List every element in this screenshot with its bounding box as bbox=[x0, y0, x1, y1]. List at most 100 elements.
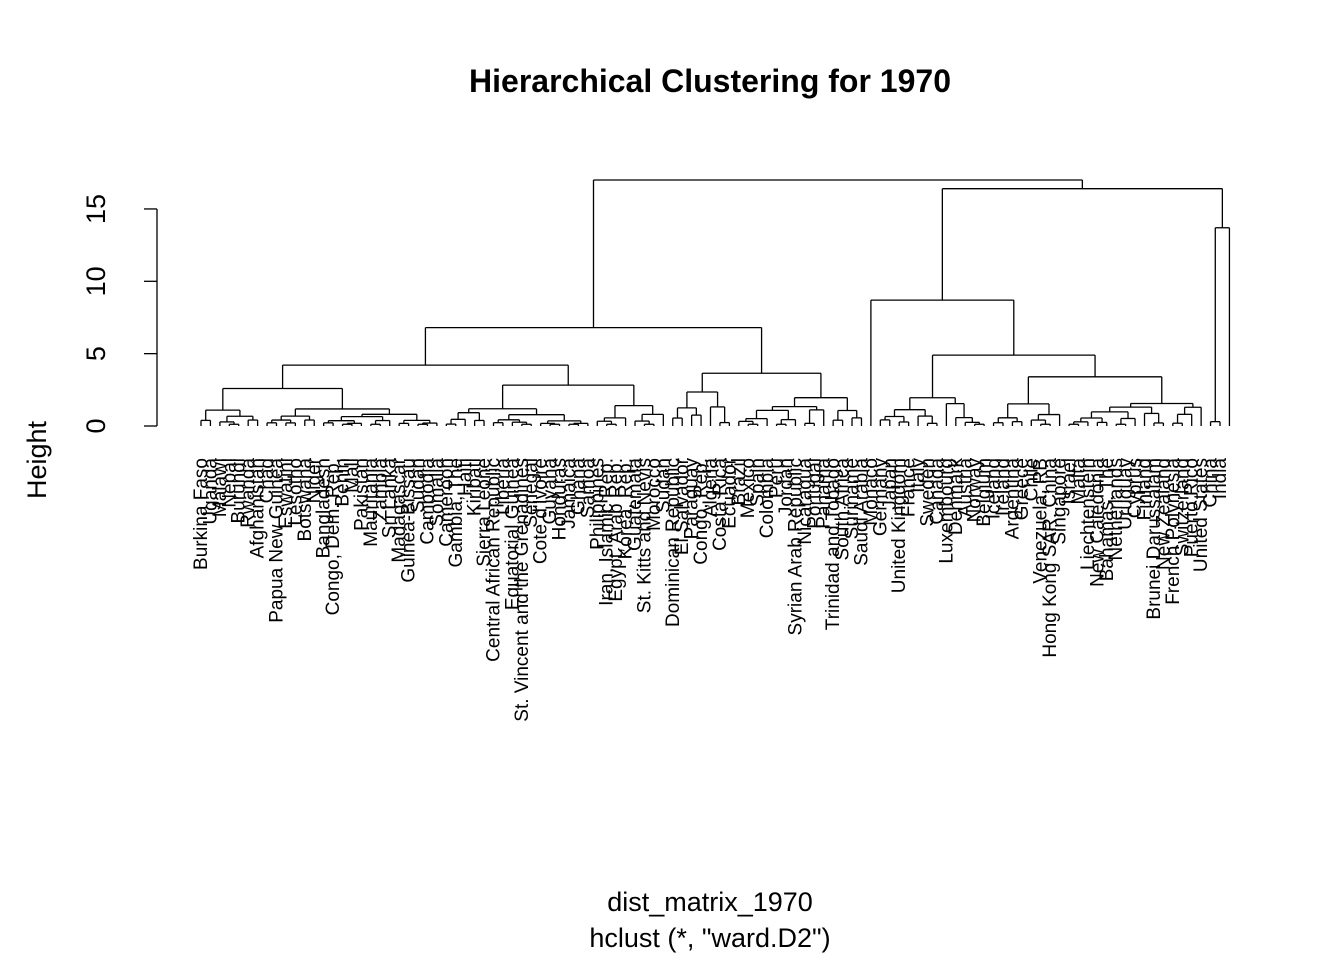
leaf-label: Senegal bbox=[521, 458, 542, 528]
leaf-label: Panama bbox=[814, 458, 835, 529]
leaf-label: Ecuador bbox=[719, 457, 740, 528]
leaf-label: Denmark bbox=[946, 458, 967, 536]
leaf-label: Morocco bbox=[644, 458, 665, 531]
leaf-label: Hong Kong SAR, China bbox=[1040, 458, 1061, 658]
leaf-label: Bahamas, The bbox=[1097, 458, 1118, 581]
leaf-label: France bbox=[899, 458, 920, 517]
leaf-label: Mali bbox=[342, 458, 363, 493]
leaf-label: Mexico bbox=[738, 458, 759, 518]
leaf-label: Germany bbox=[870, 458, 891, 537]
leaf-label: Iceland bbox=[984, 458, 1005, 519]
leaf-label: Syrian Arab Republic bbox=[785, 458, 806, 635]
y-tick-label: 5 bbox=[81, 346, 111, 361]
leaf-label: Jamaica bbox=[559, 458, 580, 529]
leaf-label: Cyprus bbox=[1125, 458, 1146, 518]
leaf-label: Brazil bbox=[729, 458, 750, 506]
leaf-label: Switzerland bbox=[1172, 458, 1193, 556]
leaf-label: Central African Republic bbox=[483, 458, 504, 662]
leaf-label: Argentina bbox=[1002, 458, 1023, 540]
leaf-label: Finland bbox=[1135, 458, 1156, 520]
leaf-label: Sudan bbox=[653, 458, 674, 513]
leaf-label: Gambia, The bbox=[446, 458, 467, 567]
leaf-label: Cameroon bbox=[436, 458, 457, 547]
leaf-label: Equatorial Guinea bbox=[502, 458, 523, 611]
leaf-label: Burkina Faso bbox=[191, 458, 212, 570]
leaf-label: Burundi bbox=[229, 458, 250, 524]
leaf-label: French Polynesia bbox=[1163, 458, 1184, 605]
leaf-label: Benin bbox=[333, 458, 354, 507]
leaf-label: Congo, Rep. bbox=[691, 458, 712, 565]
leaf-label: Sudan bbox=[408, 458, 429, 513]
method-subtitle: hclust (*, "ward.D2") bbox=[589, 923, 830, 953]
leaf-label: Liechtenstein bbox=[1078, 458, 1099, 570]
leaf-label: Suriname bbox=[842, 458, 863, 539]
leaf-label: Rwanda bbox=[238, 458, 259, 528]
leaf-label: Cambodia bbox=[417, 458, 438, 545]
leaf-label: Luxembourg bbox=[936, 458, 957, 564]
y-axis: 0 5 10 15 bbox=[81, 194, 158, 434]
leaf-label: Niger bbox=[304, 457, 325, 503]
leaf-label: Saudi Arabia bbox=[851, 458, 872, 566]
leaf-label: Austria bbox=[955, 458, 976, 518]
leaf-label: Puerto Rico bbox=[1182, 458, 1203, 557]
leaf-label: Eswatini bbox=[276, 458, 297, 529]
leaf-label: Botswana bbox=[295, 458, 316, 542]
leaf-label: Spain bbox=[748, 458, 769, 507]
leaf-label: Afghanistan bbox=[248, 458, 269, 558]
leaf-label: Madagascar bbox=[389, 457, 410, 562]
leaf-label: United Kingdom bbox=[889, 458, 910, 593]
leaf-label: Canada bbox=[927, 458, 948, 525]
leaf-label: Guinea-Bissau bbox=[399, 458, 420, 583]
leaf-label: Norway bbox=[965, 458, 986, 523]
leaf-label: Venezuela, RB bbox=[1031, 458, 1052, 584]
leaf-label: Malawi bbox=[210, 458, 231, 517]
leaf-label: Uruguay bbox=[1116, 458, 1137, 530]
leaf-label: Greece bbox=[1012, 458, 1033, 520]
leaf-label: Papua New Guinea bbox=[266, 458, 287, 623]
leaf-label: Mauritania bbox=[361, 458, 382, 547]
leaf-label: Samoa bbox=[578, 458, 599, 519]
leaf-label: Netherlands bbox=[1106, 458, 1127, 560]
leaf-label: Algeria bbox=[701, 458, 722, 518]
leaf-label: Monaco bbox=[861, 458, 882, 526]
leaf-label: Zambia bbox=[370, 458, 391, 522]
leaf-label: Uganda bbox=[200, 458, 221, 525]
leaf-label: Peru bbox=[767, 458, 788, 498]
leaf-label: Bangladesh bbox=[314, 458, 335, 558]
leaf-label: Nicaragua bbox=[795, 458, 816, 545]
leaf-label: Philippines bbox=[587, 458, 608, 550]
leaf-label: Haiti bbox=[455, 458, 476, 496]
leaf-label: India bbox=[1210, 458, 1231, 500]
leaf-label: Ghana bbox=[568, 458, 589, 515]
leaf-label: Paraguay bbox=[682, 458, 703, 540]
y-tick-label: 10 bbox=[81, 266, 111, 296]
leaf-label: Honduras bbox=[550, 458, 571, 540]
leaf-label: Nepal bbox=[219, 458, 240, 508]
leaf-label: Kiribati bbox=[465, 458, 486, 516]
leaf-label: Japan bbox=[880, 458, 901, 510]
leaf-label: St. Kitts and Nevis bbox=[634, 458, 655, 613]
leaf-label: Costa Rica bbox=[710, 458, 731, 551]
y-tick-label: 0 bbox=[81, 418, 111, 433]
leaf-label: Pakistan bbox=[351, 458, 372, 531]
leaf-label: Italy bbox=[908, 458, 929, 493]
leaf-label: New Zealand bbox=[1153, 458, 1174, 570]
leaf-label: Sierra Leone bbox=[474, 458, 495, 567]
leaf-label: Iran, Islamic Rep. bbox=[597, 458, 618, 606]
leaf-label: Malta bbox=[1068, 458, 1089, 505]
dendrogram-branches bbox=[200, 179, 1231, 426]
leaf-label: United States bbox=[1191, 458, 1212, 572]
leaf-label: Chile bbox=[1021, 458, 1042, 501]
y-axis-label: Height bbox=[22, 420, 52, 499]
leaf-label: China bbox=[1201, 458, 1222, 508]
leaf-label: Guatemala bbox=[625, 458, 646, 551]
leaf-label: Guyana bbox=[540, 458, 561, 525]
leaf-label: New Caledonia bbox=[1087, 458, 1108, 587]
leaf-label: Lesotho bbox=[285, 458, 306, 526]
leaf-label: Congo, Dem. Rep. bbox=[323, 458, 344, 615]
leaf-label: Somalia bbox=[427, 458, 448, 527]
leaf-labels: Burkina FasoUgandaMalawiNepalBurundiRwan… bbox=[191, 457, 1231, 721]
leaf-label: Portugal bbox=[804, 458, 825, 529]
leaf-label: Colombia bbox=[757, 458, 778, 539]
